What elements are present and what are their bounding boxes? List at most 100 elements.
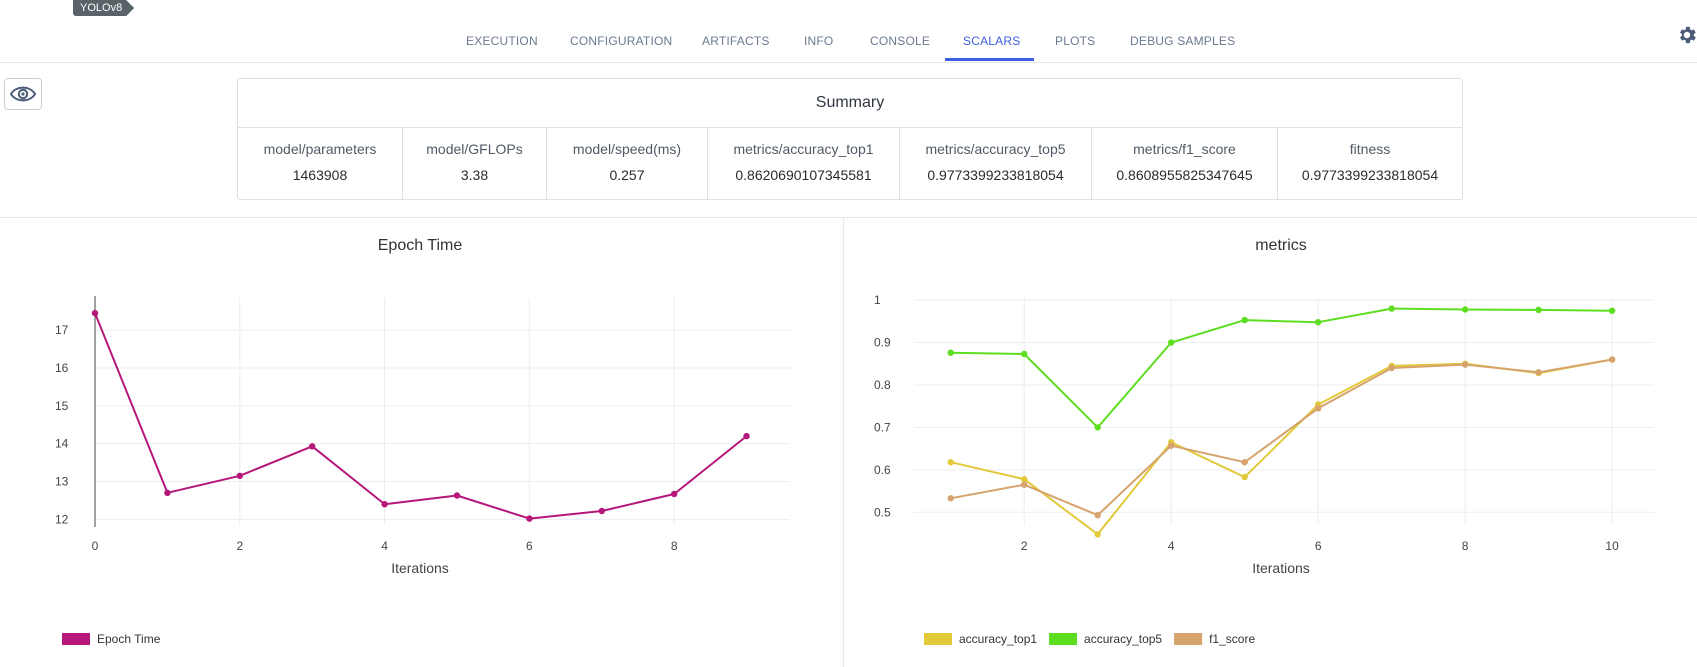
summary-key: fitness bbox=[1349, 141, 1391, 157]
x-axis-label: Iterations bbox=[1252, 560, 1310, 576]
summary-value: 3.38 bbox=[460, 167, 489, 183]
series-line bbox=[950, 358, 1613, 536]
gear-icon[interactable] bbox=[1676, 24, 1697, 46]
legend-swatch bbox=[1174, 633, 1203, 645]
data-point bbox=[1094, 531, 1101, 538]
data-point bbox=[1461, 306, 1469, 313]
summary-key: model/parameters bbox=[263, 141, 377, 157]
data-point bbox=[1314, 318, 1322, 326]
legend-swatch bbox=[1049, 633, 1078, 645]
x-tick-label: 8 bbox=[1462, 539, 1469, 553]
section-divider bbox=[0, 217, 1697, 218]
summary-value: 0.9773399233818054 bbox=[1301, 167, 1439, 183]
x-tick-label: 0 bbox=[92, 539, 99, 553]
data-point bbox=[1535, 306, 1542, 314]
data-point bbox=[1241, 459, 1248, 466]
toggle-visibility-button[interactable] bbox=[4, 78, 42, 110]
summary-key: model/GFLOPs bbox=[426, 141, 523, 157]
y-tick-label: 16 bbox=[55, 361, 69, 375]
summary-title: Summary bbox=[238, 79, 1462, 128]
legend-label: Epoch Time bbox=[97, 632, 161, 646]
data-point bbox=[1608, 356, 1616, 363]
x-tick-label: 2 bbox=[1021, 539, 1028, 553]
data-point bbox=[1021, 481, 1028, 488]
legend-swatch bbox=[924, 633, 952, 645]
tab-info[interactable]: INFO bbox=[804, 34, 834, 48]
summary-value: 1463908 bbox=[292, 167, 348, 183]
epoch-time-chart[interactable]: Epoch Time 0 2 4 6 8 12 13 14 15 16 17 Iterations Epo… bbox=[0, 218, 843, 667]
data-point bbox=[947, 495, 954, 502]
data-point bbox=[1094, 424, 1101, 431]
tab-artifacts[interactable]: ARTIFACTS bbox=[702, 34, 770, 48]
project-tag: YOLOv8 bbox=[73, 0, 134, 16]
data-point bbox=[743, 432, 750, 440]
chart-title: Epoch Time bbox=[378, 237, 463, 254]
summary-cell: model/parameters 1463908 bbox=[238, 128, 403, 200]
data-point bbox=[1608, 307, 1616, 314]
panel-divider bbox=[843, 218, 844, 667]
summary-table: Summary model/parameters 1463908 model/G… bbox=[237, 78, 1463, 200]
data-point bbox=[453, 492, 461, 499]
y-tick-label: 15 bbox=[55, 399, 69, 413]
legend-label: accuracy_top5 bbox=[1084, 632, 1162, 646]
summary-key: metrics/f1_score bbox=[1133, 141, 1236, 157]
data-point bbox=[598, 507, 605, 515]
summary-value: 0.8608955825347645 bbox=[1116, 167, 1253, 183]
summary-cell: metrics/accuracy_top1 0.8620690107345581 bbox=[708, 128, 900, 200]
series-line bbox=[950, 358, 1613, 517]
summary-value: 0.257 bbox=[609, 167, 645, 183]
data-point bbox=[526, 515, 533, 522]
y-tick-label: 0.9 bbox=[874, 336, 891, 350]
tab-bar: EXECUTION CONFIGURATION ARTIFACTS INFO C… bbox=[0, 0, 1697, 62]
data-point bbox=[1535, 369, 1542, 376]
metrics-chart[interactable]: metrics 2 4 6 8 10 0.5 0.6 0.7 0.8 0.9 1 Iterations a… bbox=[844, 218, 1697, 667]
data-point bbox=[1241, 316, 1248, 324]
y-tick-label: 1 bbox=[874, 293, 881, 307]
summary-key: metrics/accuracy_top1 bbox=[733, 141, 874, 157]
summary-cell: model/GFLOPs 3.38 bbox=[403, 128, 547, 200]
data-point bbox=[1167, 339, 1175, 346]
x-axis-label: Iterations bbox=[391, 560, 449, 576]
y-tick-label: 0.5 bbox=[874, 505, 891, 519]
eye-icon bbox=[9, 86, 37, 102]
data-point bbox=[1167, 442, 1175, 449]
legend-label: accuracy_top1 bbox=[959, 632, 1037, 646]
y-tick-label: 13 bbox=[55, 474, 69, 488]
tab-console[interactable]: CONSOLE bbox=[870, 34, 931, 48]
data-point bbox=[381, 500, 388, 508]
summary-cell: fitness 0.9773399233818054 bbox=[1278, 128, 1462, 200]
summary-value: 0.9773399233818054 bbox=[927, 167, 1064, 183]
data-point bbox=[91, 309, 99, 317]
data-point bbox=[1094, 512, 1101, 519]
y-tick-label: 12 bbox=[55, 512, 69, 526]
summary-key: model/speed(ms) bbox=[572, 141, 682, 157]
data-point bbox=[236, 472, 243, 480]
tab-configuration[interactable]: CONFIGURATION bbox=[570, 34, 673, 48]
data-point bbox=[1388, 305, 1395, 312]
data-point bbox=[947, 349, 954, 356]
y-tick-label: 0.6 bbox=[874, 463, 891, 477]
active-tab-indicator bbox=[945, 58, 1034, 61]
top-bar: YOLOv8 EXECUTION CONFIGURATION ARTIFACTS… bbox=[0, 0, 1697, 63]
summary-cell: metrics/accuracy_top5 0.9773399233818054 bbox=[900, 128, 1092, 200]
summary-value: 0.8620690107345581 bbox=[735, 167, 872, 183]
y-tick-label: 14 bbox=[55, 437, 69, 451]
tab-scalars[interactable]: SCALARS bbox=[963, 34, 1021, 48]
tab-debug-samples[interactable]: DEBUG SAMPLES bbox=[1130, 34, 1236, 48]
summary-key: metrics/accuracy_top5 bbox=[925, 141, 1066, 157]
summary-cell: metrics/f1_score 0.8608955825347645 bbox=[1092, 128, 1278, 200]
y-tick-label: 17 bbox=[55, 323, 69, 337]
tab-plots[interactable]: PLOTS bbox=[1055, 34, 1096, 48]
legend-swatch bbox=[62, 633, 90, 645]
data-point bbox=[308, 443, 316, 450]
summary-cells: model/parameters 1463908 model/GFLOPs 3.… bbox=[238, 128, 1462, 200]
y-tick-label: 0.7 bbox=[874, 420, 891, 434]
data-point bbox=[1021, 350, 1028, 358]
x-tick-label: 2 bbox=[236, 539, 243, 553]
x-tick-label: 4 bbox=[381, 539, 388, 553]
legend-label: f1_score bbox=[1209, 632, 1255, 646]
series-line bbox=[950, 307, 1613, 429]
tab-execution[interactable]: EXECUTION bbox=[466, 34, 538, 48]
series-line bbox=[94, 312, 748, 520]
data-point bbox=[1021, 475, 1028, 483]
